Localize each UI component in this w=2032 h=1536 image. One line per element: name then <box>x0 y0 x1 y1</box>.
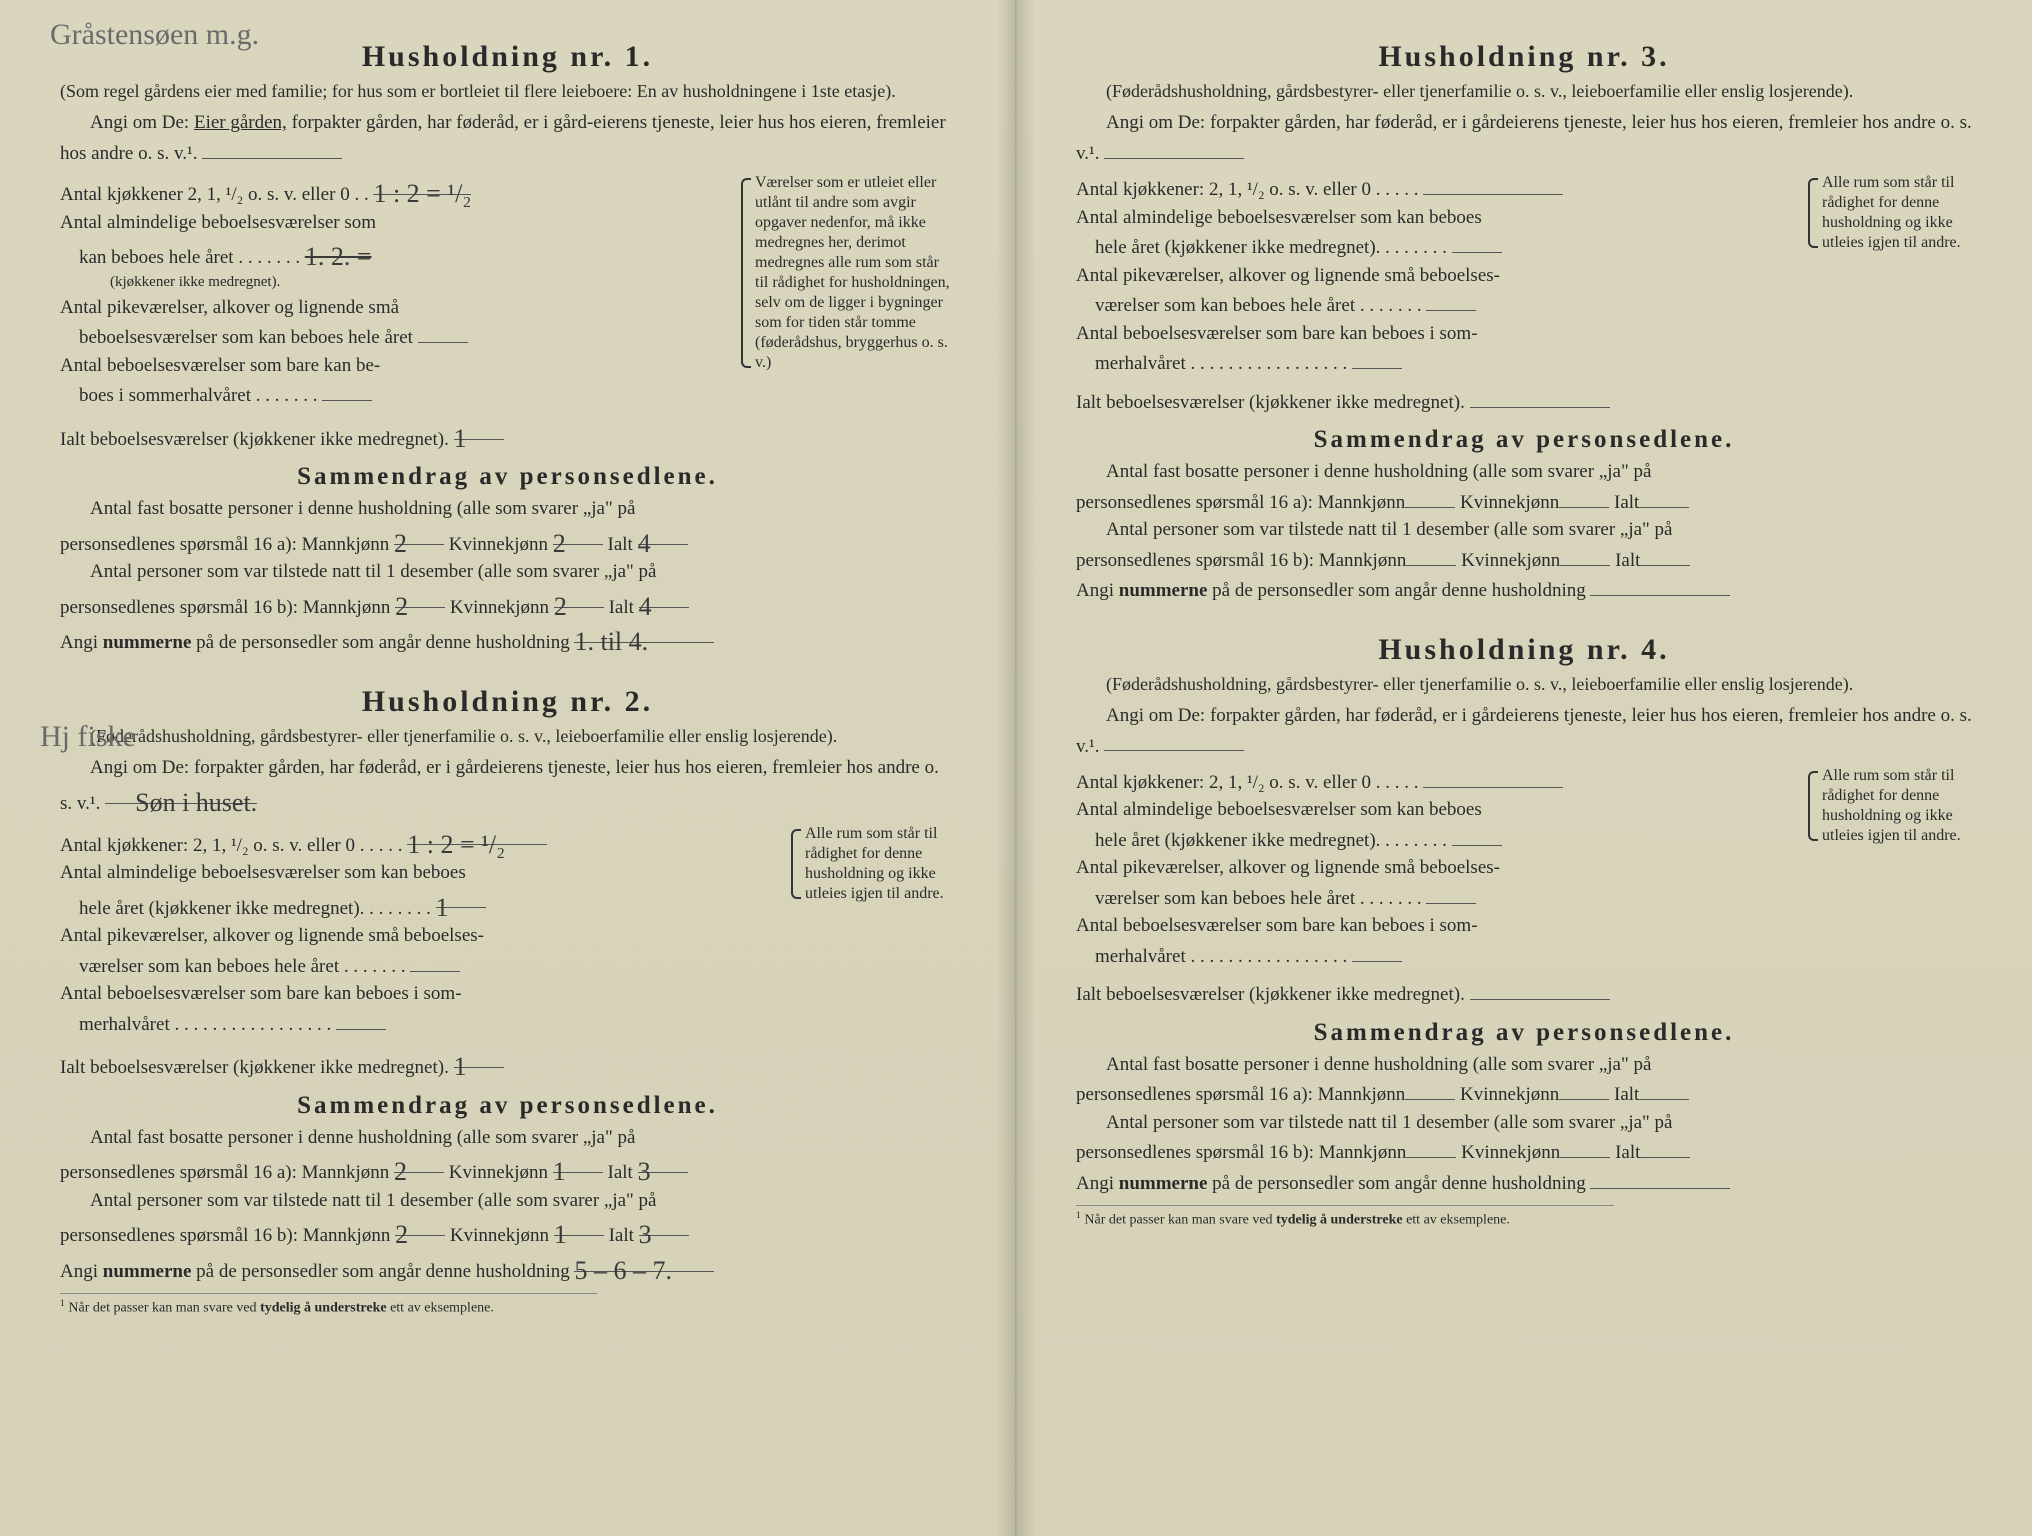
hh2-title: Husholdning nr. 2. <box>60 685 955 719</box>
hh2-sd2a: Antal personer som var tilstede natt til… <box>60 1187 955 1215</box>
household-2: Husholdning nr. 2. (Føderådshusholdning,… <box>60 685 955 1317</box>
handwriting-hh2: Hj fiske <box>40 720 136 754</box>
hh1-ialt: Ialt beboelsesværelser (kjøkkener ikke m… <box>60 418 737 454</box>
hh4-intro: (Føderådshusholdning, gårdsbestyrer- ell… <box>1076 673 1972 696</box>
right-page: Husholdning nr. 3. (Føderådshusholdning,… <box>1016 0 2032 1536</box>
hh3-pike: Antal pikeværelser, alkover og lignende … <box>1076 262 1804 320</box>
hh4-title: Husholdning nr. 4. <box>1076 633 1972 667</box>
hh1-sd2b: personsedlenes spørsmål 16 b): Mannkjønn… <box>60 586 955 622</box>
hh2-sd-title: Sammendrag av personsedlene. <box>60 1092 955 1120</box>
hh1-numrene: Angi nummerne på de personsedler som ang… <box>60 621 955 657</box>
hh4-brace-note: Alle rum som står til rådighet for denne… <box>1804 766 1972 846</box>
hh4-kjokken: Antal kjøkkener: 2, 1, ¹/₂ o. s. v. elle… <box>1076 766 1804 796</box>
hh3-sd2b: personsedlenes spørsmål 16 b): Mannkjønn… <box>1076 544 1972 574</box>
hh3-sd2a: Antal personer som var tilstede natt til… <box>1076 516 1972 544</box>
hh1-intro: (Som regel gårdens eier med familie; for… <box>60 80 955 103</box>
hh3-intro: (Føderådshusholdning, gårdsbestyrer- ell… <box>1076 80 1972 103</box>
hh4-alm: Antal almindelige beboelsesværelser som … <box>1076 796 1804 854</box>
hh4-sd1b: personsedlenes spørsmål 16 a): Mannkjønn… <box>1076 1078 1972 1108</box>
hh1-angi: Angi om De: Eier gården, forpakter gårde… <box>60 109 955 167</box>
hh2-numrene: Angi nummerne på de personsedler som ang… <box>60 1250 955 1286</box>
hh3-kjokken: Antal kjøkkener: 2, 1, ¹/₂ o. s. v. elle… <box>1076 173 1804 203</box>
hh4-sd-title: Sammendrag av personsedlene. <box>1076 1019 1972 1047</box>
footnote-right: 1 Når det passer kan man svare ved tydel… <box>1076 1205 1614 1229</box>
hh2-brace-note: Alle rum som står til rådighet for denne… <box>787 824 955 904</box>
hh2-intro: (Føderådshusholdning, gårdsbestyrer- ell… <box>60 725 955 748</box>
hh3-sd1b: personsedlenes spørsmål 16 a): Mannkjønn… <box>1076 486 1972 516</box>
hh3-brace-note: Alle rum som står til rådighet for denne… <box>1804 173 1972 253</box>
handwriting-top: Gråstensøen m.g. <box>50 18 259 52</box>
hh2-sd1a: Antal fast bosatte personer i denne hush… <box>60 1124 955 1152</box>
household-1: Husholdning nr. 1. (Som regel gårdens ei… <box>60 40 955 657</box>
household-3: Husholdning nr. 3. (Føderådshusholdning,… <box>1076 40 1972 605</box>
hh3-numrene: Angi nummerne på de personsedler som ang… <box>1076 574 1972 604</box>
hh3-sd1a: Antal fast bosatte personer i denne hush… <box>1076 458 1972 486</box>
left-page: Gråstensøen m.g. Husholdning nr. 1. (Som… <box>0 0 1016 1536</box>
hh3-angi: Angi om De: forpakter gården, har føderå… <box>1076 109 1972 167</box>
hh4-angi: Angi om De: forpakter gården, har føderå… <box>1076 702 1972 760</box>
hh2-sommer: Antal beboelsesværelser som bare kan beb… <box>60 980 787 1038</box>
hh1-sd1: Antal fast bosatte personer i denne hush… <box>60 495 955 523</box>
hh3-ialt: Ialt beboelsesværelser (kjøkkener ikke m… <box>1076 386 1804 416</box>
hh4-numrene: Angi nummerne på de personsedler som ang… <box>1076 1167 1972 1197</box>
hh2-sd1b: personsedlenes spørsmål 16 a): Mannkjønn… <box>60 1151 955 1187</box>
hh4-sommer: Antal beboelsesværelser som bare kan beb… <box>1076 912 1804 970</box>
household-4: Husholdning nr. 4. (Føderådshusholdning,… <box>1076 633 1972 1229</box>
hh2-sd2b: personsedlenes spørsmål 16 b): Mannkjønn… <box>60 1214 955 1250</box>
hh2-kjokken: Antal kjøkkener: 2, 1, ¹/₂ o. s. v. elle… <box>60 824 787 860</box>
hh1-sommer: Antal beboelsesværelser som bare kan be-… <box>60 352 737 410</box>
hh2-angi: Angi om De: forpakter gården, har føderå… <box>60 754 955 817</box>
hh3-sommer: Antal beboelsesværelser som bare kan beb… <box>1076 320 1804 378</box>
hh1-kjokken: Antal kjøkkener 2, 1, ¹/₂ o. s. v. eller… <box>60 173 737 209</box>
hh4-pike: Antal pikeværelser, alkover og lignende … <box>1076 854 1804 912</box>
hh2-ialt: Ialt beboelsesværelser (kjøkkener ikke m… <box>60 1046 787 1082</box>
hh1-sd-title: Sammendrag av personsedlene. <box>60 463 955 491</box>
hh1-sd2: Antal personer som var tilstede natt til… <box>60 558 955 586</box>
hh3-title: Husholdning nr. 3. <box>1076 40 1972 74</box>
hh4-ialt: Ialt beboelsesværelser (kjøkkener ikke m… <box>1076 978 1804 1008</box>
hh1-pike: Antal pikeværelser, alkover og lignende … <box>60 294 737 352</box>
hh3-sd-title: Sammendrag av personsedlene. <box>1076 426 1972 454</box>
hh2-pike: Antal pikeværelser, alkover og lignende … <box>60 922 787 980</box>
hh2-alm: Antal almindelige beboelsesværelser som … <box>60 859 787 922</box>
hh1-alm: Antal almindelige beboelsesværelser som … <box>60 209 737 294</box>
hh4-sd1a: Antal fast bosatte personer i denne hush… <box>1076 1051 1972 1079</box>
hh4-sd2a: Antal personer som var tilstede natt til… <box>1076 1109 1972 1137</box>
hh1-sd1b: personsedlenes spørsmål 16 a): Mannkjønn… <box>60 523 955 559</box>
hh4-sd2b: personsedlenes spørsmål 16 b): Mannkjønn… <box>1076 1136 1972 1166</box>
hh1-brace-note: Værelser som er utleiet eller utlånt til… <box>737 173 955 373</box>
footnote-left: 1 Når det passer kan man svare ved tydel… <box>60 1293 597 1317</box>
hh3-alm: Antal almindelige beboelsesværelser som … <box>1076 204 1804 262</box>
